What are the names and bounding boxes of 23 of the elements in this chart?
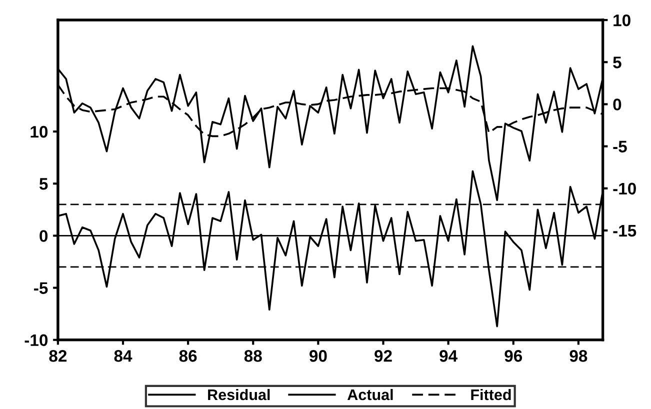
y2-tick-label: 5 xyxy=(613,56,622,68)
x-tick-label: 86 xyxy=(179,350,197,362)
x-tick-label: 92 xyxy=(374,350,392,362)
y2-tick-label: -10 xyxy=(613,182,636,195)
x-tick-label: 90 xyxy=(309,350,327,362)
y-tick-label: 5 xyxy=(39,178,48,190)
x-tick-label: 84 xyxy=(114,350,132,362)
legend-label: Actual xyxy=(347,388,393,400)
x-tick-label: 88 xyxy=(244,350,262,362)
y2-tick-label: -5 xyxy=(613,140,627,152)
y-tick-label: 10 xyxy=(30,126,48,138)
x-tick-label: 94 xyxy=(440,350,458,362)
x-tick-label: 98 xyxy=(570,350,588,362)
y2-tick-label: 10 xyxy=(614,14,630,26)
y-tick-label: -10 xyxy=(24,334,48,346)
y-tick-label: 0 xyxy=(40,230,48,242)
x-tick-label: 82 xyxy=(49,350,67,362)
y2-tick-label: -15 xyxy=(613,225,636,237)
y2-tick-label: 0 xyxy=(613,98,622,110)
legend-label: Fitted xyxy=(471,388,511,400)
y-tick-label: -5 xyxy=(34,282,48,294)
x-tick-label: 96 xyxy=(504,350,522,362)
legend-label: Residual xyxy=(208,388,270,400)
